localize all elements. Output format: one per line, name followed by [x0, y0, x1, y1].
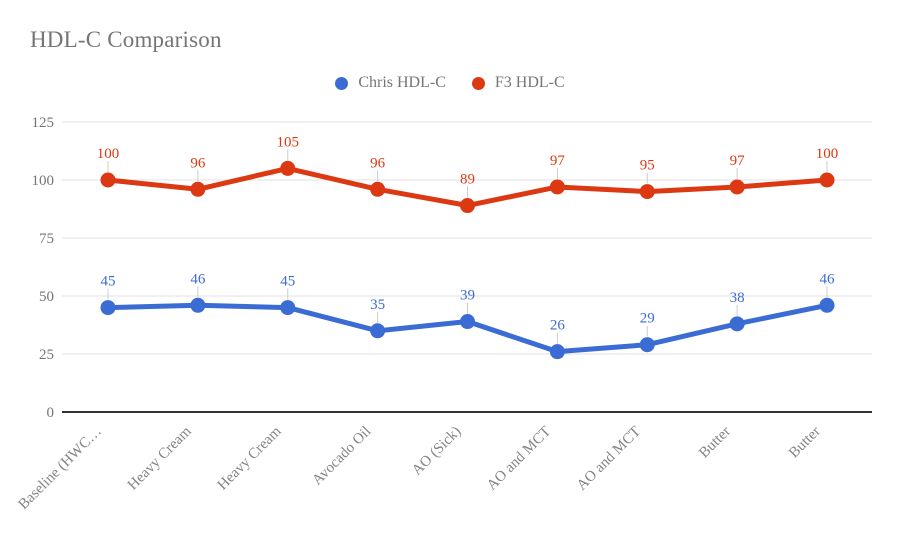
x-axis-label: Avocado Oil — [309, 424, 374, 489]
data-label-f3-hdl-c: 105 — [277, 134, 300, 150]
data-label-f3-hdl-c: 97 — [550, 153, 566, 169]
x-axis-label: Butter — [786, 424, 824, 462]
data-label-chris-hdl-c: 26 — [550, 318, 566, 334]
y-axis-tick-label: 25 — [39, 347, 54, 363]
y-axis-tick-label: 125 — [32, 115, 55, 131]
data-point-f3-hdl-c[interactable] — [190, 181, 206, 197]
data-label-chris-hdl-c: 35 — [370, 297, 385, 313]
legend-swatch-icon — [471, 76, 485, 90]
data-label-chris-hdl-c: 46 — [820, 271, 836, 287]
legend-item-chris-hdl-c[interactable]: Chris HDL-C — [335, 74, 446, 92]
data-point-f3-hdl-c[interactable] — [639, 184, 655, 200]
data-point-f3-hdl-c[interactable] — [819, 172, 835, 188]
data-point-f3-hdl-c[interactable] — [549, 179, 565, 195]
data-point-chris-hdl-c[interactable] — [100, 300, 116, 316]
data-point-chris-hdl-c[interactable] — [729, 316, 745, 332]
data-point-chris-hdl-c[interactable] — [639, 337, 655, 353]
y-axis-tick-label: 50 — [39, 289, 54, 305]
data-point-chris-hdl-c[interactable] — [460, 314, 475, 330]
data-label-f3-hdl-c: 100 — [816, 146, 839, 162]
data-point-chris-hdl-c[interactable] — [370, 323, 386, 339]
legend-label: Chris HDL-C — [358, 74, 446, 91]
x-axis-label: Baseline (HWC… — [15, 424, 104, 513]
data-point-chris-hdl-c[interactable] — [280, 300, 296, 316]
data-label-f3-hdl-c: 89 — [460, 172, 475, 188]
y-axis-tick-label: 75 — [39, 231, 54, 247]
data-label-chris-hdl-c: 38 — [730, 290, 745, 306]
data-label-chris-hdl-c: 45 — [280, 274, 295, 290]
x-axis-label: AO and MCT — [574, 424, 644, 494]
x-axis-label: Heavy Cream — [125, 423, 195, 493]
data-label-chris-hdl-c: 29 — [640, 311, 655, 327]
data-label-f3-hdl-c: 96 — [190, 155, 206, 171]
data-point-f3-hdl-c[interactable] — [460, 198, 475, 214]
data-label-f3-hdl-c: 100 — [97, 146, 120, 162]
y-axis-tick-label: 100 — [32, 173, 55, 189]
legend-item-f3-hdl-c[interactable]: F3 HDL-C — [471, 74, 565, 92]
data-point-chris-hdl-c[interactable] — [549, 344, 565, 360]
legend-label: F3 HDL-C — [494, 74, 565, 91]
data-point-f3-hdl-c[interactable] — [729, 179, 745, 195]
x-axis-label: AO (Sick) — [409, 424, 464, 479]
data-label-chris-hdl-c: 45 — [101, 274, 116, 290]
x-axis-label: Butter — [696, 424, 734, 462]
chart-title: HDL-C Comparison — [30, 27, 222, 52]
data-label-chris-hdl-c: 39 — [460, 288, 475, 304]
x-axis-label: Heavy Cream — [215, 423, 285, 493]
data-label-f3-hdl-c: 95 — [640, 158, 655, 174]
data-point-chris-hdl-c[interactable] — [190, 297, 206, 313]
y-axis-tick-label: 0 — [47, 405, 55, 421]
data-point-chris-hdl-c[interactable] — [819, 297, 835, 313]
data-label-f3-hdl-c: 96 — [370, 155, 386, 171]
data-point-f3-hdl-c[interactable] — [280, 160, 296, 176]
legend: Chris HDL-C F3 HDL-C — [0, 74, 900, 92]
x-axis-label: AO and MCT — [484, 424, 554, 494]
data-label-f3-hdl-c: 97 — [730, 153, 746, 169]
legend-swatch-icon — [335, 76, 349, 90]
data-point-f3-hdl-c[interactable] — [370, 181, 386, 197]
data-point-f3-hdl-c[interactable] — [100, 172, 116, 188]
data-label-chris-hdl-c: 46 — [190, 271, 206, 287]
